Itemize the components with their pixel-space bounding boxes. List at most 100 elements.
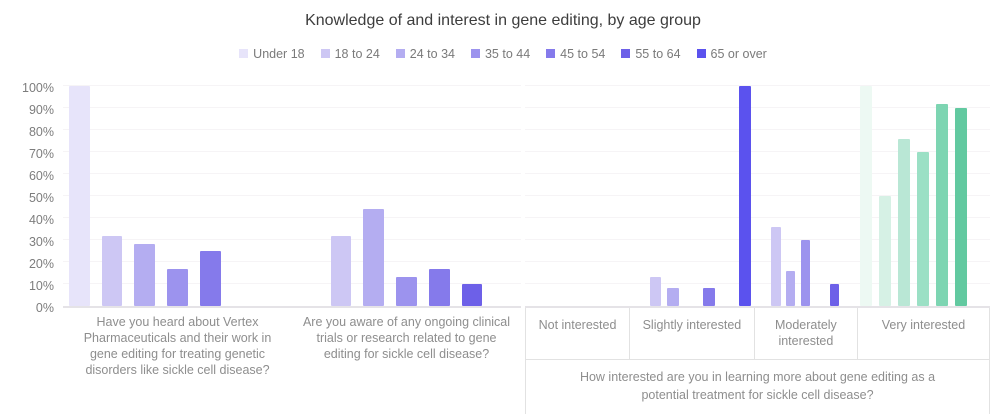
bar-slot [128, 88, 161, 306]
gridline [525, 85, 990, 86]
gridline [63, 283, 521, 284]
bar-slot [682, 88, 700, 306]
category-group-slightly-interested [628, 86, 754, 306]
y-tick-label: 50% [28, 191, 54, 205]
bar-35-to-44[interactable] [800, 240, 810, 306]
y-tick-label: 0% [35, 301, 54, 315]
bar-slot [569, 88, 584, 306]
gridline [63, 239, 521, 240]
legend-item-under-18[interactable]: Under 18 [239, 47, 305, 61]
legend-item-24-to-34[interactable]: 24 to 34 [395, 46, 455, 61]
legend-item-55-to-64[interactable]: 55 to 64 [621, 47, 681, 61]
bar-35-to-44[interactable] [917, 152, 930, 306]
category-cell-slightly-interested: Slightly interested [630, 308, 755, 359]
category-label: Are you aware of any ongoing clinical tr… [302, 315, 511, 361]
bar-slot [488, 88, 521, 306]
gridline [525, 217, 990, 218]
bar-slot [325, 88, 358, 306]
bar-slot [812, 88, 827, 306]
category-group-moderately-interested [754, 88, 856, 306]
bar-24-to-34[interactable] [667, 288, 679, 306]
bar-slot [96, 88, 129, 306]
bar-slot [423, 88, 456, 306]
bar-18-to-24[interactable] [771, 226, 781, 306]
legend-label: 24 to 34 [409, 46, 455, 61]
category-label: Have you heard about Vertex Pharmaceutic… [83, 315, 272, 377]
bar-55-to-64[interactable] [955, 108, 968, 306]
bar-slot [700, 88, 718, 306]
legend-item-45-to-54[interactable]: 45 to 54 [546, 47, 605, 61]
legend: Under 18 18 to 24 24 to 34 35 to 44 45 to 54… [6, 46, 1000, 61]
bar-slot [227, 88, 260, 306]
category-group-are-you-aware-of-any-ongoing-clinical-trials-or-research-related-to-gene-editing-for-sickle-cell-disease- [292, 88, 521, 306]
gridline [63, 85, 521, 86]
bar-slot [952, 88, 971, 306]
legend-swatch [546, 49, 556, 58]
bar-slot [856, 86, 875, 306]
category-cell-moderately-interested: Moderately interested [755, 308, 858, 359]
bar-24-to-34[interactable] [785, 270, 796, 306]
legend-swatch [696, 49, 706, 58]
gridline [525, 129, 990, 130]
bar-55-to-64[interactable] [829, 284, 839, 306]
bar-24-to-34[interactable] [898, 138, 911, 306]
bar-55-to-64[interactable] [461, 284, 483, 306]
bar-45-to-54[interactable] [199, 251, 221, 306]
legend-item-65-or-over[interactable]: 65 or over [696, 47, 767, 61]
legend-label: 35 to 44 [484, 46, 531, 61]
bar-18-to-24[interactable] [330, 235, 352, 306]
bar-slot [456, 88, 489, 306]
legend-swatch [395, 49, 405, 58]
bar-slot [555, 88, 570, 306]
legend-swatch [239, 49, 249, 58]
y-tick-label: 70% [28, 147, 54, 161]
bar-65-or-over[interactable] [739, 86, 751, 306]
bar-45-to-54[interactable] [936, 103, 949, 306]
bar-slot [842, 88, 857, 306]
gridline [63, 129, 521, 130]
bar-under-18[interactable] [69, 86, 90, 306]
bar-slot [914, 88, 933, 306]
bar-slot [798, 88, 813, 306]
legend-item-18-to-24[interactable]: 18 to 24 [320, 46, 380, 61]
bar-slot [875, 88, 894, 306]
bar-18-to-24[interactable] [649, 277, 661, 306]
bar-slot [599, 88, 614, 306]
gridline [525, 107, 990, 108]
bar-slot [540, 88, 555, 306]
y-axis: 100% 90% 80% 70% 60% 50% 40% 30% 20% 10% 0% [6, 81, 63, 315]
bar-slot [292, 88, 325, 306]
bar-18-to-24[interactable] [878, 196, 891, 306]
y-tick-label: 100% [22, 81, 54, 95]
interest-question-label: How interested are you in learning more … [526, 358, 989, 414]
legend-item-35-to-44[interactable]: 35 to 44 [470, 46, 531, 61]
legend-swatch [470, 49, 480, 58]
bar-slot [63, 86, 96, 306]
bar-slot [525, 88, 540, 306]
bar-45-to-54[interactable] [703, 288, 715, 306]
gridline [63, 173, 521, 174]
gridline [63, 151, 521, 152]
category-cell-very-interested: Very interested [881, 318, 966, 332]
panel-interest: Not interested Slightly interested Moderat… [525, 85, 990, 414]
bar-35-to-44[interactable] [167, 268, 188, 306]
bar-under-18[interactable] [859, 86, 872, 306]
bar-35-to-44[interactable] [396, 277, 417, 306]
bar-slot [628, 88, 646, 306]
y-tick-label: 20% [28, 257, 54, 271]
bar-slot [971, 88, 990, 306]
bar-24-to-34[interactable] [134, 244, 156, 306]
y-tick-label: 80% [28, 125, 54, 139]
bar-slot [161, 88, 194, 306]
gridline [525, 261, 990, 262]
bar-slot [769, 88, 784, 306]
bar-24-to-34[interactable] [363, 209, 385, 306]
bar-slot [933, 88, 952, 306]
legend-label: 18 to 24 [334, 46, 380, 61]
gridline [63, 217, 521, 218]
bar-45-to-54[interactable] [428, 268, 450, 306]
y-tick-label: 10% [28, 279, 54, 293]
gridline [63, 261, 521, 262]
bar-18-to-24[interactable] [101, 235, 123, 306]
